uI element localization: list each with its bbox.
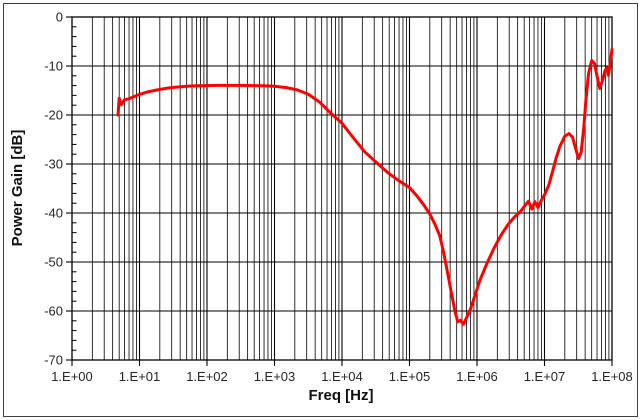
x-tick-label: 1.E+05 <box>389 369 431 384</box>
axis-ticks <box>66 16 613 366</box>
y-tick-label: -50 <box>44 255 63 270</box>
minor-gridlines <box>91 17 610 360</box>
x-tick-label: 1.E+02 <box>186 369 228 384</box>
y-tick-label: -40 <box>44 206 63 221</box>
x-tick-label: 1.E+07 <box>524 369 566 384</box>
y-tick-label: 0 <box>56 10 63 25</box>
plot-area <box>71 16 613 361</box>
x-tick-label: 1.E+06 <box>456 369 498 384</box>
y-tick-label: -20 <box>44 108 63 123</box>
x-tick-label: 1.E+04 <box>321 369 363 384</box>
major-gridlines <box>72 17 612 360</box>
y-tick-label: -60 <box>44 304 63 319</box>
y-axis-title: Power Gain [dB] <box>9 130 26 247</box>
x-tick-label: 1.E+00 <box>51 369 93 384</box>
x-tick-label: 1.E+08 <box>591 369 633 384</box>
y-tick-label: -70 <box>44 353 63 368</box>
tick-labels: 1.E+00 1.E+01 1.E+02 1.E+03 1.E+04 1.E+05 1.E+… <box>44 10 633 385</box>
x-tick-label: 1.E+03 <box>254 369 296 384</box>
y-tick-label: -30 <box>44 157 63 172</box>
power-gain-curve <box>116 47 614 326</box>
y-tick-label: -10 <box>44 59 63 74</box>
series-group <box>116 47 614 326</box>
x-axis-title: Freq [Hz] <box>309 387 374 404</box>
x-tick-label: 1.E+01 <box>119 369 161 384</box>
